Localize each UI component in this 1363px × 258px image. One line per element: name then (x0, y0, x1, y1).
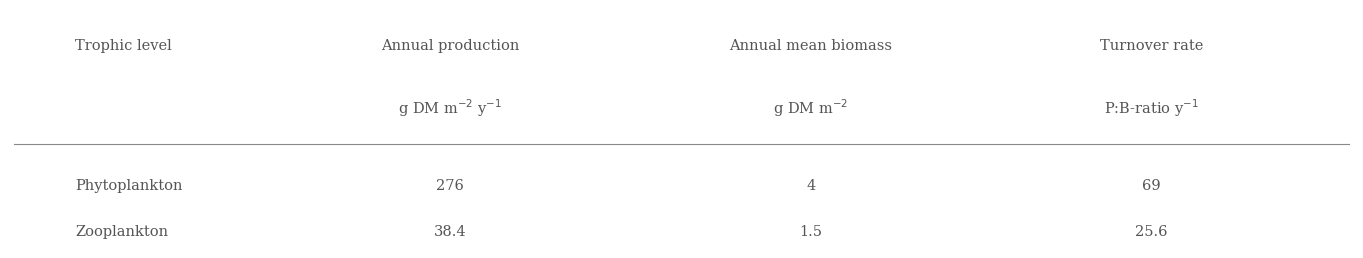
Text: Trophic level: Trophic level (75, 39, 172, 53)
Text: 25.6: 25.6 (1135, 225, 1168, 239)
Text: g DM m$^{-2}$ y$^{-1}$: g DM m$^{-2}$ y$^{-1}$ (398, 98, 502, 119)
Text: Annual production: Annual production (380, 39, 519, 53)
Text: Turnover rate: Turnover rate (1100, 39, 1204, 53)
Text: g DM m$^{-2}$: g DM m$^{-2}$ (773, 98, 849, 119)
Text: 1.5: 1.5 (800, 225, 822, 239)
Text: Annual mean biomass: Annual mean biomass (729, 39, 893, 53)
Text: 4: 4 (807, 179, 815, 193)
Text: 38.4: 38.4 (433, 225, 466, 239)
Text: Zooplankton: Zooplankton (75, 225, 168, 239)
Text: 276: 276 (436, 179, 463, 193)
Text: P:B-ratio y$^{-1}$: P:B-ratio y$^{-1}$ (1104, 98, 1199, 119)
Text: 69: 69 (1142, 179, 1161, 193)
Text: Phytoplankton: Phytoplankton (75, 179, 183, 193)
